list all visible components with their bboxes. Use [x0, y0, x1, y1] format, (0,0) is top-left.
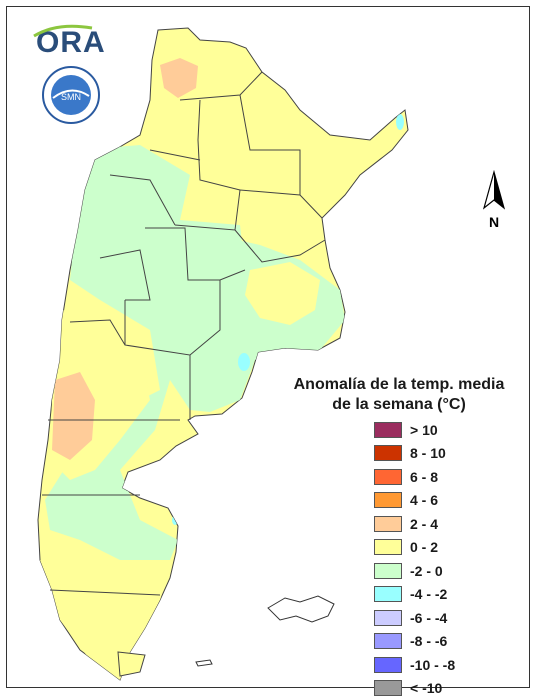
north-label: N [489, 214, 499, 230]
legend-item: -8 - -6 [374, 630, 455, 654]
legend-swatch [374, 516, 402, 532]
legend-item: 8 - 10 [374, 442, 455, 466]
malvinas-islands [268, 596, 334, 622]
legend-item: > 10 [374, 418, 455, 442]
legend-item: 2 - 4 [374, 512, 455, 536]
legend-swatch [374, 539, 402, 555]
legend-label: -2 - 0 [410, 563, 443, 579]
legend-item: -2 - 0 [374, 559, 455, 583]
legend-item: -4 - -2 [374, 583, 455, 607]
legend-item: 4 - 6 [374, 489, 455, 513]
legend-item: 6 - 8 [374, 465, 455, 489]
legend-label: -4 - -2 [410, 586, 447, 602]
legend-swatch [374, 657, 402, 673]
legend-swatch [374, 680, 402, 696]
legend-item: < -10 [374, 677, 455, 700]
legend-item: -6 - -4 [374, 606, 455, 630]
legend-label: 2 - 4 [410, 516, 438, 532]
tierra-del-fuego [118, 652, 145, 676]
legend-item: 0 - 2 [374, 536, 455, 560]
legend-title: Anomalía de la temp. media de la semana … [290, 375, 508, 415]
legend-label: 6 - 8 [410, 469, 438, 485]
legend: > 10 8 - 10 6 - 8 4 - 6 2 - 4 0 - 2 -2 - 0 -4 -… [374, 418, 455, 700]
legend-label: 0 - 2 [410, 539, 438, 555]
north-arrow-icon [482, 170, 506, 212]
legend-swatch [374, 610, 402, 626]
legend-item: -10 - -8 [374, 653, 455, 677]
legend-title-line1: Anomalía de la temp. media [290, 375, 508, 395]
legend-swatch [374, 469, 402, 485]
legend-label: > 10 [410, 422, 438, 438]
legend-swatch [374, 633, 402, 649]
ora-logo: ORA [36, 26, 106, 60]
legend-label: -6 - -4 [410, 610, 447, 626]
legend-title-line2: de la semana (°C) [290, 395, 508, 415]
seal-center-text: SMN [61, 92, 81, 102]
legend-label: 4 - 6 [410, 492, 438, 508]
legend-swatch [374, 445, 402, 461]
legend-label: 8 - 10 [410, 445, 446, 461]
legend-swatch [374, 492, 402, 508]
legend-label: -10 - -8 [410, 657, 455, 673]
smn-seal: SMN [42, 66, 100, 124]
legend-swatch [374, 563, 402, 579]
legend-swatch [374, 586, 402, 602]
legend-label: < -10 [410, 680, 442, 696]
legend-label: -8 - -6 [410, 633, 447, 649]
legend-swatch [374, 422, 402, 438]
